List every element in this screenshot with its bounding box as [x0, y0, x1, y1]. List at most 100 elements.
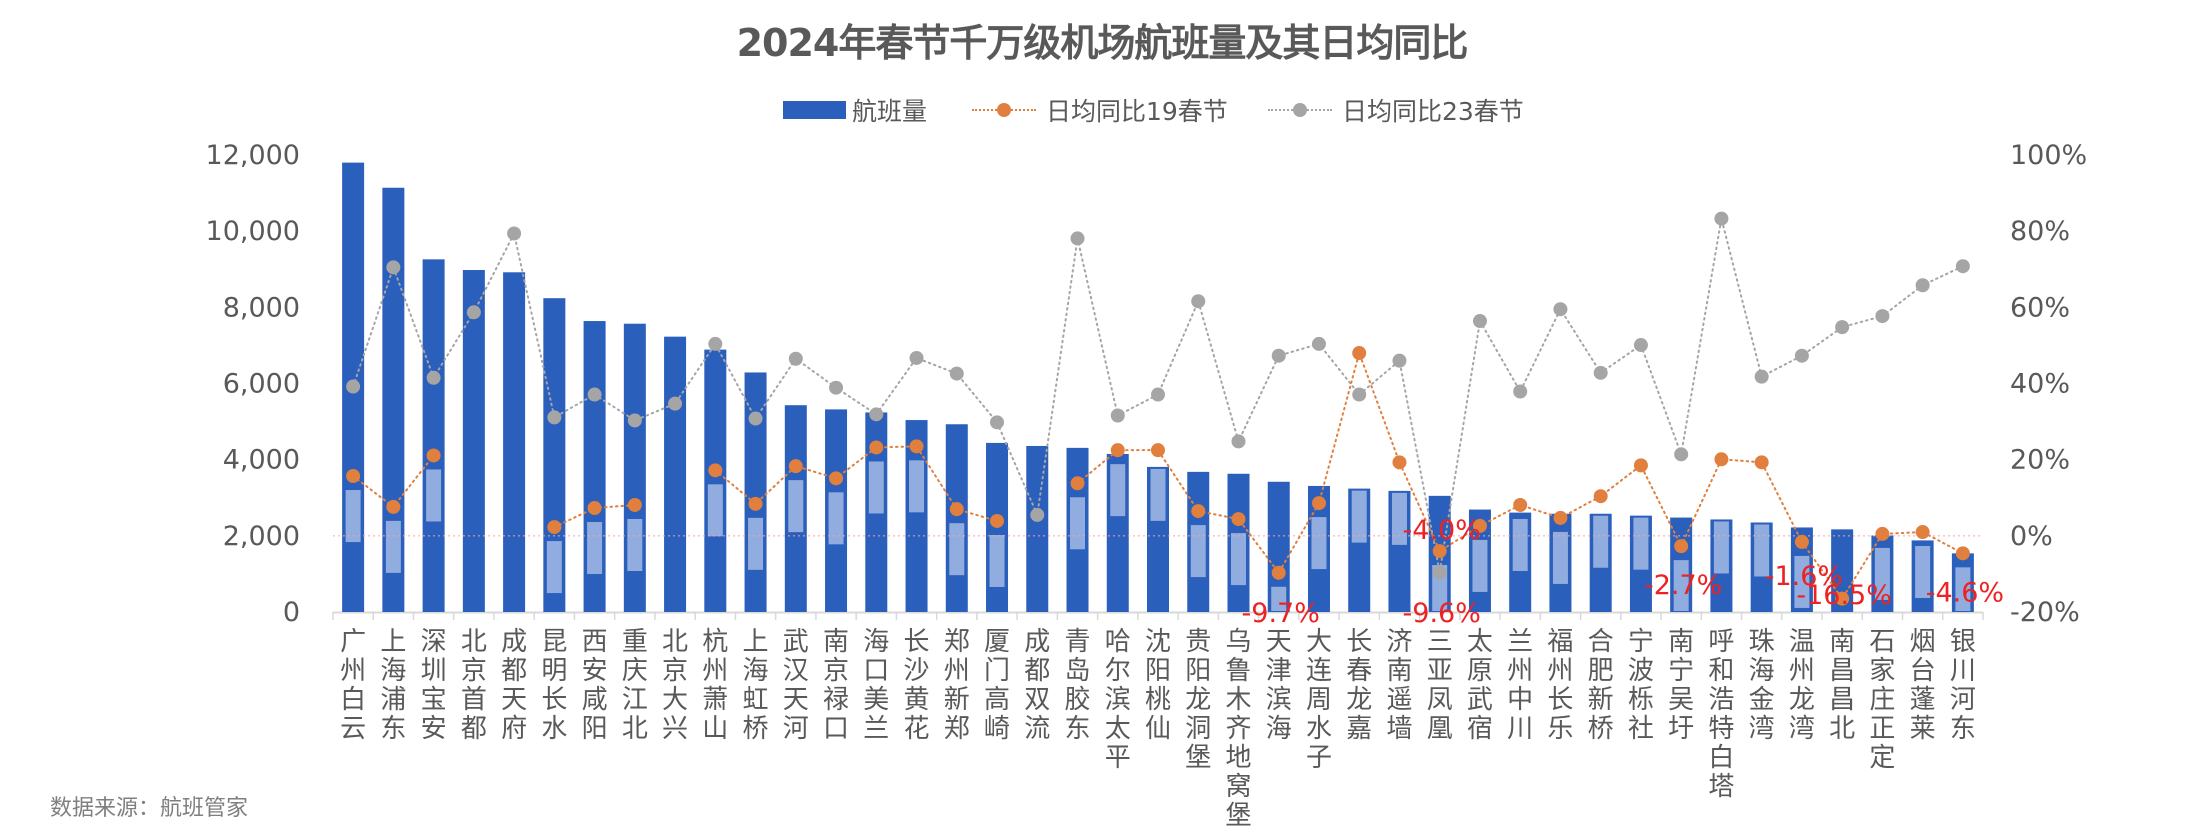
right-axis-tick-label: 100%	[2010, 140, 2087, 171]
series-yoy23-point	[346, 379, 361, 394]
category-label: 西安咸阳	[581, 627, 608, 744]
category-label: 石家庄正定	[1869, 627, 1896, 773]
bar-overlay	[1713, 521, 1729, 574]
bar-overlay	[1472, 539, 1488, 592]
series-yoy19-point	[1835, 591, 1850, 606]
series-yoy19-point	[1191, 504, 1206, 519]
series-yoy23-point	[1392, 353, 1407, 368]
bar-overlay	[909, 460, 925, 513]
bar-overlay	[828, 492, 844, 545]
legend-label-yoy19: 日均同比19春节	[1046, 97, 1228, 126]
bar-overlay	[1110, 464, 1126, 517]
category-label: 福州长乐	[1547, 627, 1574, 744]
bar	[1267, 481, 1290, 612]
series-yoy23-point	[1754, 369, 1769, 384]
category-label: 合肥新桥	[1587, 627, 1614, 744]
series-yoy23-point	[1794, 348, 1809, 363]
series-yoy23-point	[829, 380, 844, 395]
series-yoy23-point	[909, 350, 924, 365]
series-yoy23-point	[869, 407, 884, 422]
series-yoy23-point	[1674, 447, 1689, 462]
category-label: 三亚凤凰	[1426, 627, 1453, 744]
bar-overlay	[1230, 533, 1246, 586]
category-label: 太原武宿	[1466, 627, 1493, 744]
bar	[422, 259, 445, 612]
series-yoy23-point	[547, 410, 562, 425]
bar-overlay	[748, 517, 764, 570]
series-yoy23-point	[466, 305, 481, 320]
series-yoy19-point	[829, 471, 844, 486]
category-label: 武汉天河	[782, 627, 809, 744]
series-yoy23-point	[1030, 507, 1045, 522]
series-yoy19-line	[714, 445, 999, 522]
series-yoy19-point	[708, 463, 723, 478]
series-yoy23-point	[1151, 387, 1165, 402]
bar-overlay	[1311, 517, 1327, 570]
series-yoy23-point	[426, 370, 441, 385]
category-label: 上海浦东	[380, 627, 407, 744]
right-axis-tick-label: -20%	[2010, 597, 2080, 628]
bar-overlay	[1150, 468, 1166, 521]
category-label: 天津滨海	[1265, 627, 1292, 744]
series-yoy19-point	[346, 469, 361, 484]
series-yoy23-point	[668, 396, 683, 411]
category-label: 济南遥墙	[1386, 627, 1413, 744]
series-yoy19-point	[1352, 346, 1367, 361]
legend-item-yoy19[interactable]: 日均同比19春节	[972, 92, 1228, 128]
legend-item-flights[interactable]: 航班量	[783, 92, 927, 128]
series-yoy23-point	[1955, 259, 1970, 274]
series-yoy19-point	[1915, 525, 1930, 540]
bar-overlay	[587, 522, 603, 575]
legend-item-yoy23[interactable]: 日均同比23春节	[1268, 92, 1524, 128]
series-yoy23-point	[1432, 565, 1447, 580]
category-label: 珠海金湾	[1748, 627, 1775, 744]
series-yoy19-point	[426, 448, 441, 463]
series-yoy23-point	[1835, 320, 1850, 335]
series-yoy23-point	[1553, 302, 1568, 317]
series-yoy23-point	[1472, 314, 1487, 329]
category-label: 哈尔滨太平	[1104, 627, 1131, 773]
category-label: 成都天府	[501, 627, 528, 744]
series-yoy19-point	[1231, 512, 1246, 527]
bar-overlay	[627, 518, 643, 571]
category-label: 宁波栎社	[1627, 627, 1654, 744]
legend: 航班量 日均同比19春节 日均同比23春节	[0, 92, 2204, 128]
right-axis-tick-label: 80%	[2010, 216, 2070, 247]
bar-overlay	[1070, 497, 1086, 550]
right-axis-tick-label: 40%	[2010, 369, 2070, 400]
category-label: 兰州中川	[1507, 627, 1534, 744]
negative-value-label: -4.6%	[1926, 577, 2004, 608]
series-yoy19-point	[1593, 489, 1608, 504]
series-yoy23	[346, 211, 1970, 580]
negative-value-label: -16.5%	[1796, 580, 1892, 611]
left-axis-tick-label: 6,000	[223, 369, 300, 400]
category-label: 昆明长水	[541, 627, 568, 744]
bar-overlay	[546, 541, 562, 594]
bar-overlay	[1673, 560, 1689, 611]
left-axis-tick-label: 8,000	[223, 292, 300, 323]
category-label: 杭州萧山	[702, 627, 729, 744]
series-yoy19-point	[627, 497, 642, 512]
negative-value-label: -1.6%	[1765, 561, 1843, 592]
category-label: 深圳宝安	[420, 627, 447, 744]
bar-overlay	[1391, 492, 1407, 545]
category-label: 重庆江北	[621, 627, 648, 744]
negative-value-label: -9.7%	[1242, 598, 1320, 629]
legend-marker-orange-icon	[972, 103, 1036, 117]
series-yoy19-point	[1633, 458, 1648, 473]
negative-value-label: -9.6%	[1403, 598, 1481, 629]
series-yoy19-point	[1392, 455, 1407, 470]
series-yoy19-point	[386, 499, 401, 514]
series-yoy23-point	[1070, 231, 1085, 246]
right-axis-tick-label: 0%	[2010, 521, 2053, 552]
bar	[462, 270, 485, 612]
left-axis-tick-label: 10,000	[206, 216, 300, 247]
negative-value-label: -2.7%	[1644, 570, 1722, 601]
category-label: 郑州新郑	[943, 627, 970, 744]
series-yoy19-point	[1513, 497, 1528, 512]
series-yoy19-point	[1110, 443, 1125, 458]
bar	[744, 372, 767, 612]
legend-swatch-bar-icon	[783, 101, 846, 119]
category-label: 贵阳龙洞堡	[1185, 627, 1212, 773]
